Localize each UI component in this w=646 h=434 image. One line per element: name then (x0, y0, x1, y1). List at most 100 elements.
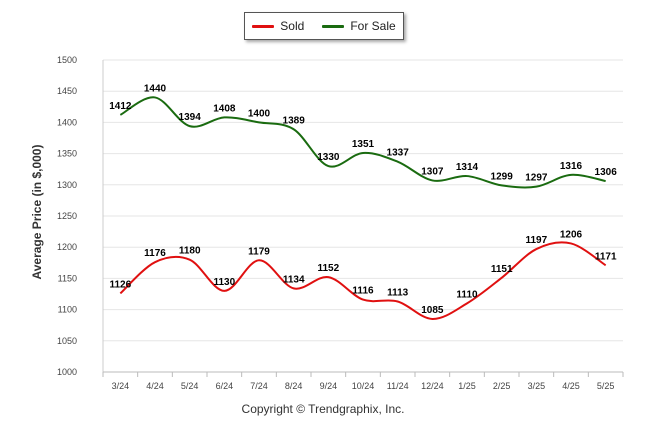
data-labels: 1126 1176 1180 1130 1179 1134 1152 1116 1113 1085… (109, 83, 617, 316)
legend: Sold For Sale (244, 12, 404, 40)
data-point-sold[interactable] (361, 297, 366, 302)
legend-label-sold: Sold (280, 19, 305, 33)
data-point-sold[interactable] (395, 299, 400, 304)
y-tick-label: 1300 (57, 180, 77, 190)
legend-swatch-for-sale (322, 24, 345, 28)
series-lines (118, 95, 608, 321)
y-axis-title: Average Price (in $,000) (30, 144, 44, 280)
data-point-sold[interactable] (499, 275, 504, 280)
series-line-for-sale (119, 96, 606, 189)
x-tick-label: 3/25 (528, 381, 546, 391)
x-tick-label: 9/24 (320, 381, 338, 391)
data-label-sold: 1113 (387, 287, 409, 298)
data-point-for-sale[interactable] (257, 120, 262, 125)
y-tick-label: 1450 (57, 86, 77, 96)
data-label-for-sale: 1351 (352, 139, 375, 150)
data-label-for-sale: 1297 (525, 173, 548, 184)
x-tick-label: 5/24 (181, 381, 199, 391)
data-label-sold: 1197 (525, 235, 547, 246)
x-tick-label: 8/24 (285, 381, 303, 391)
x-axis: 3/24 4/24 5/24 6/24 7/24 8/24 9/24 10/24 11/24 12… (102, 371, 624, 391)
data-point-sold[interactable] (465, 301, 470, 306)
y-tick-label: 1250 (57, 211, 77, 221)
data-point-sold[interactable] (569, 241, 574, 246)
data-label-for-sale: 1440 (144, 83, 167, 94)
x-tick-label: 6/24 (216, 381, 234, 391)
y-tick-label: 1350 (57, 149, 77, 159)
gridlines (102, 59, 623, 373)
data-point-for-sale[interactable] (395, 159, 400, 164)
data-point-sold[interactable] (153, 260, 158, 265)
data-point-for-sale[interactable] (430, 178, 435, 183)
x-tick-label: 11/24 (387, 381, 409, 391)
copyright-footer: Copyright © Trendgraphix, Inc. (241, 402, 405, 416)
data-point-for-sale[interactable] (534, 184, 539, 189)
data-point-sold[interactable] (291, 286, 296, 291)
legend-entry-for-sale[interactable]: For Sale (322, 19, 396, 33)
data-label-for-sale: 1299 (491, 171, 514, 182)
data-point-for-sale[interactable] (603, 179, 608, 184)
x-tick-label: 4/24 (146, 381, 164, 391)
x-tick-label: 12/24 (421, 381, 444, 391)
x-tick-label: 10/24 (352, 381, 375, 391)
data-point-sold[interactable] (326, 275, 331, 280)
data-label-for-sale: 1330 (317, 152, 340, 163)
data-label-sold: 1126 (109, 279, 131, 290)
x-tick-label: 1/25 (458, 381, 476, 391)
data-label-sold: 1110 (456, 289, 478, 300)
data-label-sold: 1171 (595, 251, 617, 262)
data-point-for-sale[interactable] (361, 150, 366, 155)
y-tick-label: 1500 (57, 55, 77, 65)
data-point-for-sale[interactable] (499, 183, 504, 188)
x-tick-label: 2/25 (493, 381, 511, 391)
data-point-sold[interactable] (257, 258, 262, 263)
data-label-for-sale: 1307 (421, 166, 444, 177)
data-label-for-sale: 1408 (213, 103, 236, 114)
data-label-sold: 1176 (144, 248, 166, 259)
legend-swatch-sold (252, 24, 275, 28)
data-label-sold: 1116 (352, 286, 374, 297)
data-label-sold: 1180 (179, 246, 201, 257)
y-axis: 1000 1050 1100 1150 1200 1250 1300 1350 1400 1450… (57, 55, 77, 377)
x-tick-label: 3/24 (112, 381, 130, 391)
data-label-for-sale: 1337 (387, 148, 410, 159)
data-label-for-sale: 1394 (179, 112, 202, 123)
data-label-sold: 1179 (248, 246, 270, 257)
y-tick-label: 1200 (57, 242, 77, 252)
data-label-for-sale: 1389 (283, 115, 306, 126)
data-point-for-sale[interactable] (222, 115, 227, 120)
data-point-for-sale[interactable] (153, 95, 158, 100)
data-label-for-sale: 1306 (595, 167, 618, 178)
y-tick-label: 1050 (57, 336, 77, 346)
data-label-sold: 1206 (560, 229, 583, 240)
data-point-for-sale[interactable] (118, 112, 123, 117)
x-tick-label: 4/25 (562, 381, 580, 391)
data-label-sold: 1130 (213, 277, 235, 288)
series-line-sold (119, 241, 607, 320)
data-point-for-sale[interactable] (326, 164, 331, 169)
data-label-for-sale: 1316 (560, 161, 583, 172)
data-point-sold[interactable] (222, 288, 227, 293)
y-tick-label: 1100 (58, 305, 77, 315)
data-point-for-sale[interactable] (291, 127, 296, 132)
y-tick-label: 1000 (57, 367, 77, 377)
data-label-for-sale: 1314 (456, 162, 479, 173)
data-label-for-sale: 1412 (109, 101, 132, 112)
data-point-sold[interactable] (118, 291, 123, 296)
data-label-sold: 1085 (421, 305, 444, 316)
data-point-sold[interactable] (534, 247, 539, 252)
data-point-sold[interactable] (187, 257, 192, 262)
data-label-sold: 1134 (283, 274, 305, 285)
data-point-sold[interactable] (430, 316, 435, 321)
x-tick-label: 7/24 (250, 381, 268, 391)
data-point-for-sale[interactable] (187, 124, 192, 129)
y-tick-label: 1400 (57, 117, 77, 127)
y-tick-label: 1150 (58, 273, 77, 283)
data-label-for-sale: 1400 (248, 108, 271, 119)
data-point-for-sale[interactable] (569, 172, 574, 177)
data-point-sold[interactable] (603, 263, 608, 268)
data-point-for-sale[interactable] (465, 174, 470, 179)
legend-entry-sold[interactable]: Sold (252, 19, 304, 33)
legend-label-for-sale: For Sale (350, 19, 396, 33)
